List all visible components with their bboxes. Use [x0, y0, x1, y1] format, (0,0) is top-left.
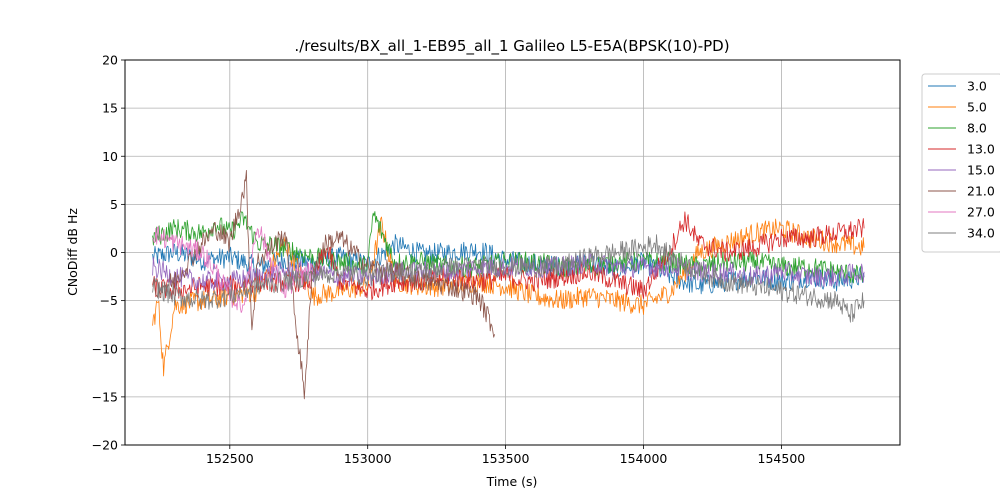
legend-box	[921, 73, 1000, 253]
legend-label: 13.0	[967, 142, 995, 157]
y-tick-label: −5	[100, 293, 118, 308]
series-lines	[152, 170, 865, 400]
legend-label: 5.0	[967, 100, 987, 115]
y-tick-label: −10	[92, 341, 118, 356]
series-line-15-0	[152, 251, 865, 292]
y-tick-label: −15	[92, 389, 118, 404]
legend-label: 34.0	[967, 226, 995, 241]
y-axis-title: CNoDiff dB Hz	[65, 208, 80, 296]
y-tick-label: −20	[92, 438, 118, 453]
x-tick-label: 154500	[758, 451, 806, 466]
y-tick-label: 15	[102, 101, 118, 116]
legend-label: 21.0	[967, 184, 995, 199]
legend-label: 3.0	[967, 79, 987, 94]
legend-label: 27.0	[967, 205, 995, 220]
chart-title: ./results/BX_all_1-EB95_all_1 Galileo L5…	[294, 37, 729, 56]
x-axis-title: Time (s)	[486, 474, 538, 489]
y-axis-ticks: −20 −15 −10 −5 0 5 10 15 20	[92, 53, 125, 453]
x-tick-label: 152500	[206, 451, 254, 466]
y-tick-label: 10	[102, 149, 118, 164]
y-tick-label: 5	[110, 197, 118, 212]
y-tick-label: 20	[102, 53, 118, 68]
series-line-21-0	[152, 170, 495, 400]
x-tick-label: 154000	[620, 451, 668, 466]
legend-label: 8.0	[967, 121, 987, 136]
x-tick-label: 153500	[482, 451, 530, 466]
y-tick-label: 0	[110, 245, 118, 260]
series-line-34-0	[152, 234, 865, 323]
x-tick-label: 153000	[344, 451, 392, 466]
legend-label: 15.0	[967, 163, 995, 178]
legend: 3.0 5.0 8.0 13.0 15.0 21.0 27.0 34.0	[921, 73, 1000, 253]
x-axis-ticks: 152500 153000 153500 154000 154500	[206, 445, 805, 466]
